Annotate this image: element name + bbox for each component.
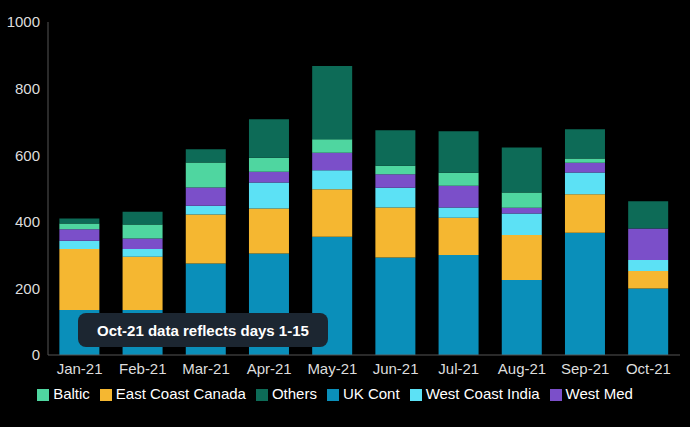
html-text:Oct-21 data reflects days 1-15: Oct-21 data reflects days 1-15 xyxy=(97,321,309,339)
svg-text:1000: 1000 xyxy=(8,13,40,30)
svg-text:Jun-21: Jun-21 xyxy=(373,360,419,377)
svg-text:Feb-21: Feb-21 xyxy=(119,360,167,377)
svg-text:Sep-21: Sep-21 xyxy=(561,360,609,377)
svg-text:Jul-21: Jul-21 xyxy=(438,360,479,377)
html-text:Others: Others xyxy=(271,385,317,402)
html-text:West Coast India: West Coast India xyxy=(425,385,540,402)
svg-text:800: 800 xyxy=(15,80,40,97)
html-text:East Coast Canada: East Coast Canada xyxy=(115,385,246,402)
svg-text:Jan-21: Jan-21 xyxy=(57,360,103,377)
svg-text:400: 400 xyxy=(15,213,40,230)
html-text:Baltic: Baltic xyxy=(53,385,90,402)
svg-text:Apr-21: Apr-21 xyxy=(247,360,292,377)
svg-text:May-21: May-21 xyxy=(307,360,357,377)
svg-text:200: 200 xyxy=(15,280,40,297)
svg-text:Oct-21: Oct-21 xyxy=(626,360,671,377)
svg-text:0: 0 xyxy=(32,346,40,363)
svg-text:Mar-21: Mar-21 xyxy=(182,360,230,377)
html-text:West Med: West Med xyxy=(565,385,633,402)
svg-text:Aug-21: Aug-21 xyxy=(498,360,546,377)
svg-text:600: 600 xyxy=(15,147,40,164)
html-text:UK Cont: UK Cont xyxy=(342,385,400,402)
